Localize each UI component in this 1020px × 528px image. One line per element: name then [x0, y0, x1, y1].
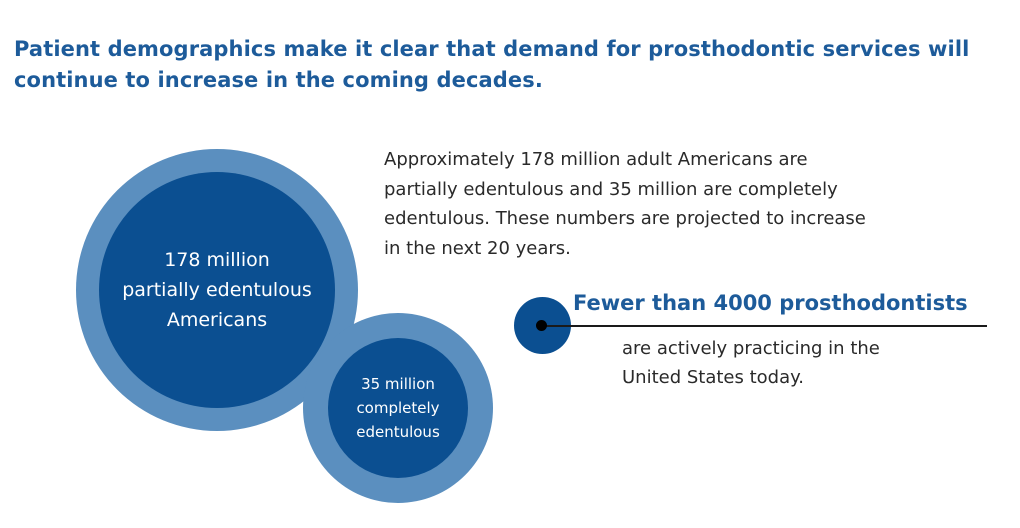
complete-edentulous-descriptor-2: edentulous	[356, 423, 440, 441]
prosthodontist-count-title: Fewer than 4000 prosthodontists	[573, 291, 968, 315]
complete-edentulous-label: 35 million completely edentulous	[328, 338, 468, 478]
callout-pin-dot	[536, 320, 547, 331]
partial-edentulous-count: 178 million	[164, 249, 270, 271]
partial-edentulous-descriptor: partially edentulous	[122, 279, 312, 301]
callout-text-line-1: are actively practicing in the	[622, 338, 880, 359]
partial-edentulous-population: Americans	[166, 309, 268, 331]
partial-edentulous-label: 178 million partially edentulous America…	[99, 172, 335, 408]
prosthodontist-count-text: are actively practicing in the United St…	[622, 334, 1002, 392]
headline-line-2: continue to increase in the coming decad…	[14, 68, 543, 92]
headline-line-1: Patient demographics make it clear that …	[14, 37, 970, 61]
description-line-2: partially edentulous and 35 million are …	[384, 178, 838, 200]
description-line-1: Approximately 178 million adult American…	[384, 149, 808, 170]
partial-edentulous-inner-circle	[99, 172, 335, 408]
complete-edentulous-descriptor-1: completely	[356, 399, 440, 417]
callout-underline	[541, 325, 987, 327]
callout-text-line-2: United States today.	[622, 367, 804, 388]
complete-edentulous-inner-circle	[328, 338, 468, 478]
headline: Patient demographics make it clear that …	[14, 34, 1004, 96]
statistics-description: Approximately 178 million adult American…	[384, 145, 984, 263]
complete-edentulous-count: 35 million	[361, 375, 435, 393]
description-line-4: in the next 20 years.	[384, 237, 571, 259]
description-line-3: edentulous. These numbers are projected …	[384, 208, 866, 229]
